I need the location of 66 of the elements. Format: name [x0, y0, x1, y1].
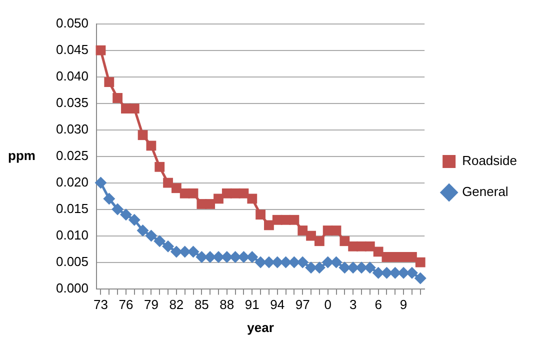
y-tick-label: 0.045 — [56, 42, 89, 57]
x-tick-label: 73 — [94, 297, 108, 312]
x-tick-label: 85 — [194, 297, 209, 312]
point — [104, 77, 114, 88]
x-tick-label: 97 — [295, 297, 310, 312]
point — [146, 140, 156, 151]
y-tick-label: 0.025 — [56, 148, 89, 163]
x-tick-label: 88 — [220, 297, 234, 312]
point — [414, 272, 426, 284]
point — [163, 178, 173, 188]
legend-label: Roadside — [462, 153, 518, 168]
point — [171, 183, 182, 194]
y-tick-label: 0.040 — [56, 68, 89, 84]
point — [289, 214, 300, 225]
point — [373, 246, 384, 257]
point — [247, 194, 258, 204]
y-tick-label: 0.000 — [56, 280, 89, 296]
point — [154, 235, 166, 248]
x-tick-label: 82 — [169, 297, 184, 312]
point — [94, 176, 107, 189]
point — [340, 236, 350, 246]
point — [256, 210, 266, 220]
point — [415, 257, 426, 268]
point — [154, 162, 165, 172]
x-tick-label: 79 — [144, 297, 158, 312]
point — [188, 188, 198, 198]
point — [314, 236, 324, 246]
x-tick-label: 9 — [400, 297, 408, 312]
x-tick-label: 94 — [270, 297, 285, 312]
y-tick-label: 0.005 — [56, 254, 89, 269]
y-tick-label: 0.015 — [56, 200, 89, 216]
point — [407, 252, 417, 262]
y-tick-label: 0.050 — [56, 15, 89, 30]
point — [264, 220, 274, 230]
y-axis-title: ppm — [8, 148, 36, 163]
point — [331, 226, 342, 236]
point — [112, 93, 123, 103]
x-tick-label: 3 — [349, 297, 357, 312]
legend-label: General — [462, 184, 508, 200]
point — [238, 188, 249, 198]
point — [205, 199, 216, 209]
x-tick-label: 6 — [374, 297, 382, 312]
point — [129, 104, 140, 114]
y-tick-label: 0.035 — [56, 94, 89, 110]
point — [120, 208, 132, 221]
point — [96, 45, 106, 56]
point — [128, 214, 140, 226]
point — [162, 240, 174, 252]
point — [145, 230, 158, 242]
point — [306, 230, 316, 241]
point — [364, 241, 375, 252]
y-tick-label: 0.010 — [56, 227, 89, 242]
x-tick-label: 91 — [244, 297, 260, 312]
point — [112, 203, 124, 216]
x-axis-title: year — [247, 320, 274, 335]
x-tick-label: 76 — [118, 297, 134, 312]
point — [214, 194, 224, 204]
point — [138, 130, 148, 140]
point — [103, 192, 116, 205]
point — [170, 246, 182, 258]
y-tick-label: 0.030 — [56, 121, 89, 136]
point — [246, 251, 258, 263]
point — [136, 224, 149, 236]
x-tick-label: 0 — [324, 297, 332, 312]
y-tick-label: 0.020 — [56, 174, 89, 190]
point — [298, 226, 308, 236]
